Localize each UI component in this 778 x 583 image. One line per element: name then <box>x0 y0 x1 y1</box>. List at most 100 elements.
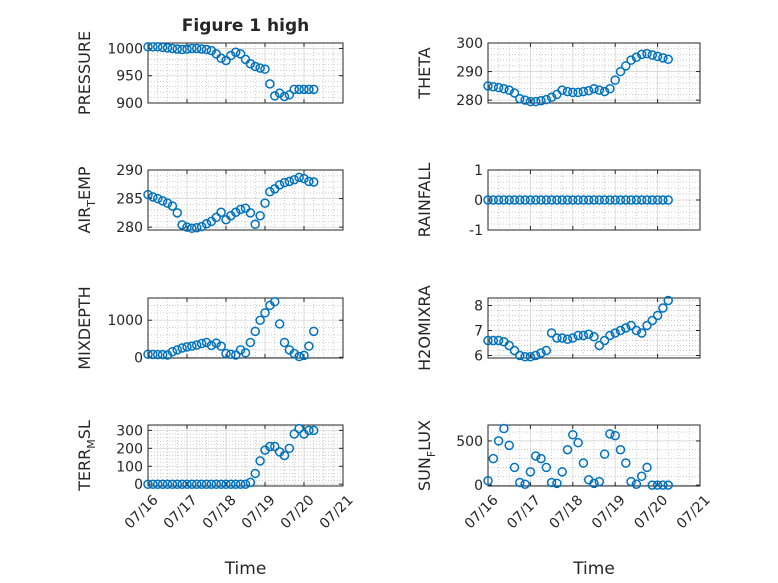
data-point <box>589 83 599 94</box>
data-point <box>525 467 536 477</box>
data-point <box>196 479 207 489</box>
axes-frame <box>147 169 344 231</box>
data-point <box>153 193 163 204</box>
y-axis-label: RAINFALL <box>415 163 434 238</box>
data-point <box>568 429 578 440</box>
data-point <box>578 458 589 468</box>
x-tick-label: 07/21 <box>674 492 714 532</box>
data-point <box>260 64 270 74</box>
data-point <box>143 189 153 200</box>
data-point <box>578 195 589 205</box>
data-point <box>187 43 197 54</box>
data-point <box>274 180 285 190</box>
y-axis-label: H2OMIXRA <box>415 285 434 371</box>
data-point <box>520 479 530 489</box>
data-point <box>583 195 594 205</box>
y-tick-label: 1000 <box>107 41 143 57</box>
data-point <box>578 86 589 97</box>
data-point <box>515 477 525 488</box>
data-point <box>148 479 158 489</box>
data-point <box>483 335 493 346</box>
data-point <box>583 329 594 339</box>
data-point <box>148 349 158 360</box>
data-point <box>504 340 514 351</box>
data-point <box>245 208 256 218</box>
y-tick-label: 0 <box>134 350 143 366</box>
x-axis-label: Time <box>224 559 267 579</box>
data-point <box>279 450 290 461</box>
data-point <box>557 195 567 205</box>
y-tick-label: 300 <box>116 423 143 439</box>
data-point <box>270 91 280 101</box>
data-point <box>562 334 573 344</box>
data-point <box>289 348 299 359</box>
data-point <box>284 443 295 454</box>
data-point <box>196 44 207 54</box>
data-point <box>652 195 663 205</box>
y-tick-label: 6 <box>474 349 483 365</box>
data-point <box>162 43 173 53</box>
y-axis-label: MIXDEPTH <box>75 286 94 369</box>
data-point <box>250 61 260 72</box>
subplot-terrmsl: 0 100 200 300 07/16 07/17 07/18 07/19 07/20 07/21… <box>75 420 357 579</box>
data-point <box>631 195 642 205</box>
y-tick-label: 0 <box>134 477 143 493</box>
data-point <box>488 81 499 92</box>
data-point <box>216 479 226 489</box>
data-point <box>636 195 647 205</box>
y-tick-label: 280 <box>116 220 143 236</box>
data-point <box>304 176 314 187</box>
data-point <box>483 195 493 205</box>
y-tick-label: 280 <box>456 93 483 109</box>
data-point <box>294 351 304 362</box>
data-point <box>274 319 285 329</box>
data-point <box>182 342 192 352</box>
subplot-theta: 280 290 300 THETA <box>415 36 701 109</box>
data-point <box>245 58 256 69</box>
data-point <box>546 328 557 338</box>
data-point <box>148 42 158 52</box>
x-tick-label: 07/16 <box>462 492 502 532</box>
data-point <box>284 90 295 100</box>
y-tick-label: 300 <box>456 36 483 52</box>
data-point <box>493 436 504 446</box>
data-point <box>636 49 647 60</box>
data-point <box>509 345 520 356</box>
data-point <box>541 195 552 205</box>
subplot-airtemp: 280 285 290 AIRTEMP <box>75 163 344 236</box>
data-point <box>157 196 168 206</box>
data-point <box>483 475 493 486</box>
data-point <box>172 345 182 355</box>
data-point <box>177 44 187 55</box>
data-point <box>541 94 552 105</box>
data-point <box>589 332 599 342</box>
data-point <box>206 479 217 489</box>
data-point <box>530 96 541 107</box>
data-point <box>615 195 626 205</box>
data-point <box>541 462 552 473</box>
data-point <box>201 218 212 229</box>
data-point <box>525 96 536 107</box>
data-point <box>294 172 304 183</box>
data-point <box>157 349 168 360</box>
data-point <box>493 82 504 93</box>
y-axis-label: TERRMSL <box>75 420 98 492</box>
data-point <box>557 85 567 95</box>
data-point <box>562 86 573 97</box>
data-point <box>626 320 636 331</box>
data-point <box>530 350 541 361</box>
data-point <box>636 471 647 482</box>
data-point <box>235 479 246 489</box>
axes-frame <box>147 424 344 487</box>
x-tick-label: 07/18 <box>547 492 587 532</box>
data-point <box>187 223 197 234</box>
x-tick-label: 07/20 <box>631 492 671 532</box>
data-point <box>231 47 241 58</box>
x-tick-label: 07/20 <box>278 492 318 532</box>
data-point <box>520 352 530 362</box>
data-point <box>260 308 270 318</box>
data-point <box>573 330 583 341</box>
data-point <box>187 341 197 351</box>
data-point <box>265 186 275 197</box>
data-point <box>265 79 275 89</box>
